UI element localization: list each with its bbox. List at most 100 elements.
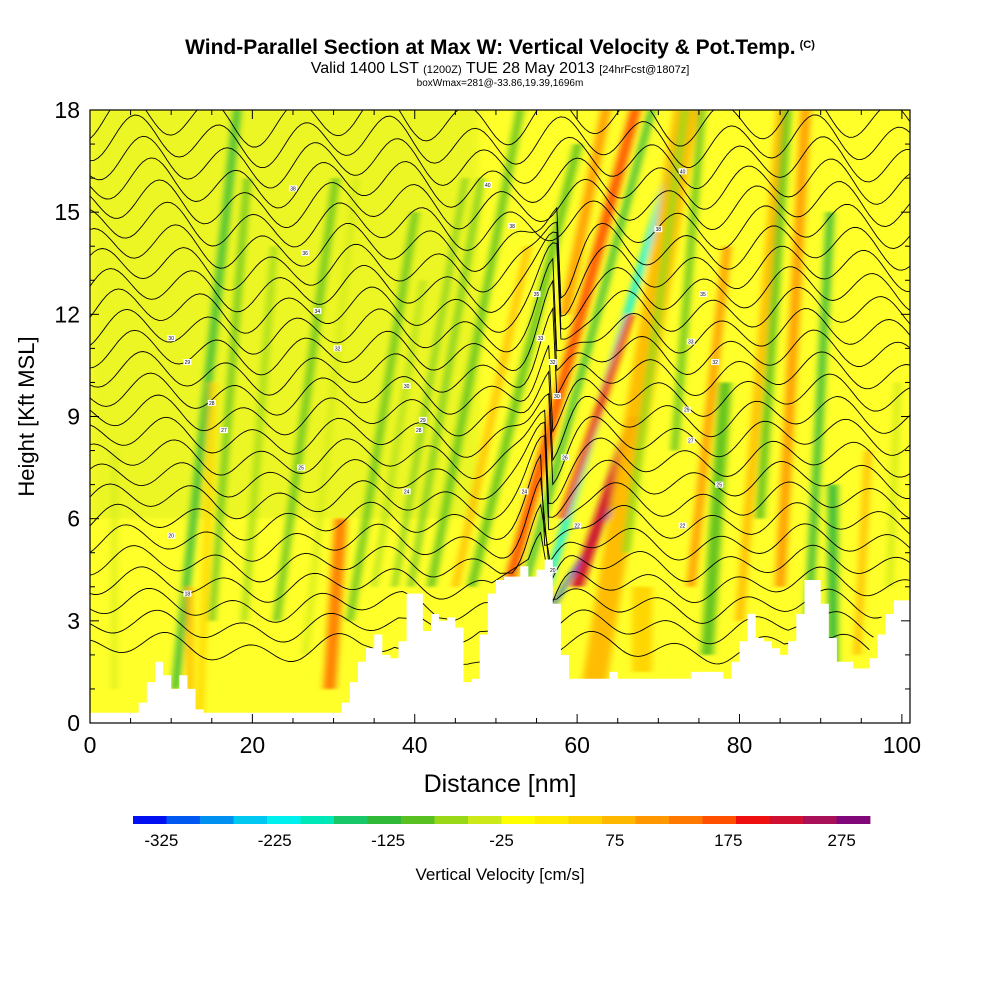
- isentrope-label-text: 27: [221, 428, 227, 434]
- isentrope-label-box: [402, 488, 411, 495]
- isentrope-label-box: [301, 250, 310, 257]
- isentrope-line: [90, 279, 910, 376]
- x-tick-label: 20: [240, 732, 266, 758]
- y-tick-label: 18: [54, 97, 80, 123]
- updraft-band: [686, 246, 732, 587]
- isentrope-label-box: [483, 181, 492, 188]
- forecast-run: [24hrFcst@1807z]: [599, 64, 690, 76]
- isentrope-label-box: [686, 338, 695, 345]
- isentrope-label-text: 25: [716, 483, 722, 489]
- downdraft-band: [241, 246, 278, 621]
- isentrope-label: 28: [207, 399, 216, 407]
- isentrope-label-text: 33: [538, 336, 544, 342]
- isentrope-label-text: 22: [680, 523, 686, 529]
- updraft-band: [735, 110, 785, 621]
- isentrope-line: [90, 257, 910, 355]
- isentrope-labels: 30 29 28 27 20 18 38 36 34 32 25 30 28 29 24 40 38 35 33 32…: [167, 168, 724, 598]
- isentrope-label-text: 25: [298, 466, 304, 472]
- isentrope-label: 20: [548, 566, 557, 574]
- colorbar-tick-label: 275: [827, 831, 855, 850]
- isentrope-label: 26: [560, 454, 569, 461]
- isentrope-label-box: [715, 481, 724, 488]
- isentrope-label-text: 29: [684, 408, 690, 414]
- isentrope-label: 18: [183, 590, 192, 598]
- isentrope-label: 38: [508, 222, 517, 230]
- isentrope-label-box: [414, 427, 423, 434]
- downdraft-band: [112, 450, 117, 689]
- isentrope-label-box: [573, 522, 582, 529]
- downdraft-band: [171, 110, 241, 689]
- isentrope-line: [90, 221, 910, 317]
- isentrope-label-box: [207, 399, 216, 406]
- isentrope-label-text: 40: [680, 169, 686, 175]
- isentrope-label-box: [402, 382, 411, 389]
- colorbar-swatch: [367, 816, 402, 824]
- isentrope-label-box: [548, 566, 557, 573]
- isentrope-label-box: [548, 359, 557, 366]
- isentrope-label: 20: [167, 532, 176, 540]
- downdraft-band: [671, 110, 706, 451]
- isentrope-line: [90, 630, 870, 665]
- isentrope-line: [90, 453, 910, 546]
- isentrope-label-box: [167, 532, 176, 539]
- isentrope-label-text: 30: [554, 394, 560, 400]
- isentrope-line: [90, 110, 910, 148]
- downdraft-band: [408, 178, 485, 587]
- isentrope-label: 27: [686, 437, 695, 444]
- colorbar-swatch: [736, 816, 770, 824]
- isentrope-label-box: [183, 590, 192, 597]
- y-tick-label: 9: [67, 404, 80, 430]
- isentrope-label: 25: [715, 481, 724, 489]
- isentrope-label: 40: [678, 168, 687, 175]
- updraft-band: [560, 110, 611, 315]
- isentrope-label-text: 32: [335, 346, 341, 352]
- isentrope-label-text: 24: [522, 489, 528, 495]
- colorbar-swatch: [468, 816, 502, 824]
- colorbar-swatch: [702, 816, 737, 824]
- isentrope-label: 30: [552, 393, 561, 400]
- isentrope-label-text: 24: [404, 489, 410, 495]
- isentrope-label-box: [711, 359, 720, 366]
- colorbar-swatch: [233, 816, 268, 824]
- isentrope-label-box: [536, 335, 545, 342]
- plot-area: 30 29 28 27 20 18 38 36 34 32 25 30 28 29 24 40 38 35 33 32…: [90, 110, 910, 723]
- isentrope-label: 22: [678, 522, 687, 529]
- isentrope-label-text: 27: [688, 438, 694, 444]
- downdraft-band: [886, 382, 901, 587]
- colorbar-swatch: [836, 816, 871, 824]
- isentrope-label: 24: [402, 488, 411, 495]
- colorbar-swatch: [300, 816, 335, 824]
- isentrope-line: [90, 114, 910, 169]
- colorbar-swatch: [535, 816, 569, 824]
- isentrope-label: 24: [520, 488, 529, 495]
- isentrope-label-box: [682, 406, 691, 413]
- colorbar-swatch: [133, 816, 167, 824]
- colorbar-swatch: [602, 816, 636, 824]
- isentrope-label: 22: [573, 522, 582, 529]
- isentrope-label-text: 35: [534, 292, 540, 298]
- y-tick-label: 15: [54, 199, 80, 225]
- isentrope-label-text: 38: [509, 224, 515, 230]
- isentrope-label-box: [297, 464, 306, 471]
- isentrope-label-box: [678, 522, 687, 529]
- isentrope-label-box: [678, 168, 687, 175]
- isentrope-label-box: [654, 226, 663, 233]
- isentrope-label-text: 26: [562, 455, 568, 461]
- isentrope-label-box: [183, 359, 192, 366]
- colorbar-tick-label: -325: [144, 831, 178, 850]
- y-tick-label: 6: [67, 506, 80, 532]
- velocity-bands: [112, 110, 901, 723]
- isentrope-label-text: 28: [416, 428, 422, 434]
- colorbar-swatch: [434, 816, 469, 824]
- x-tick-label: 100: [883, 732, 921, 758]
- colorbar-swatch: [669, 816, 703, 824]
- isentrope-line: [90, 421, 910, 518]
- isentrope-label: 34: [313, 307, 322, 315]
- axis-ticks: [89, 109, 910, 724]
- isentrope-label-text: 29: [185, 360, 191, 366]
- updraft-band: [196, 382, 217, 723]
- utc-time: (1200Z): [423, 64, 462, 76]
- isentrope-label: 29: [183, 359, 192, 366]
- downdraft-band: [700, 382, 732, 655]
- terrain-mask: [90, 559, 910, 723]
